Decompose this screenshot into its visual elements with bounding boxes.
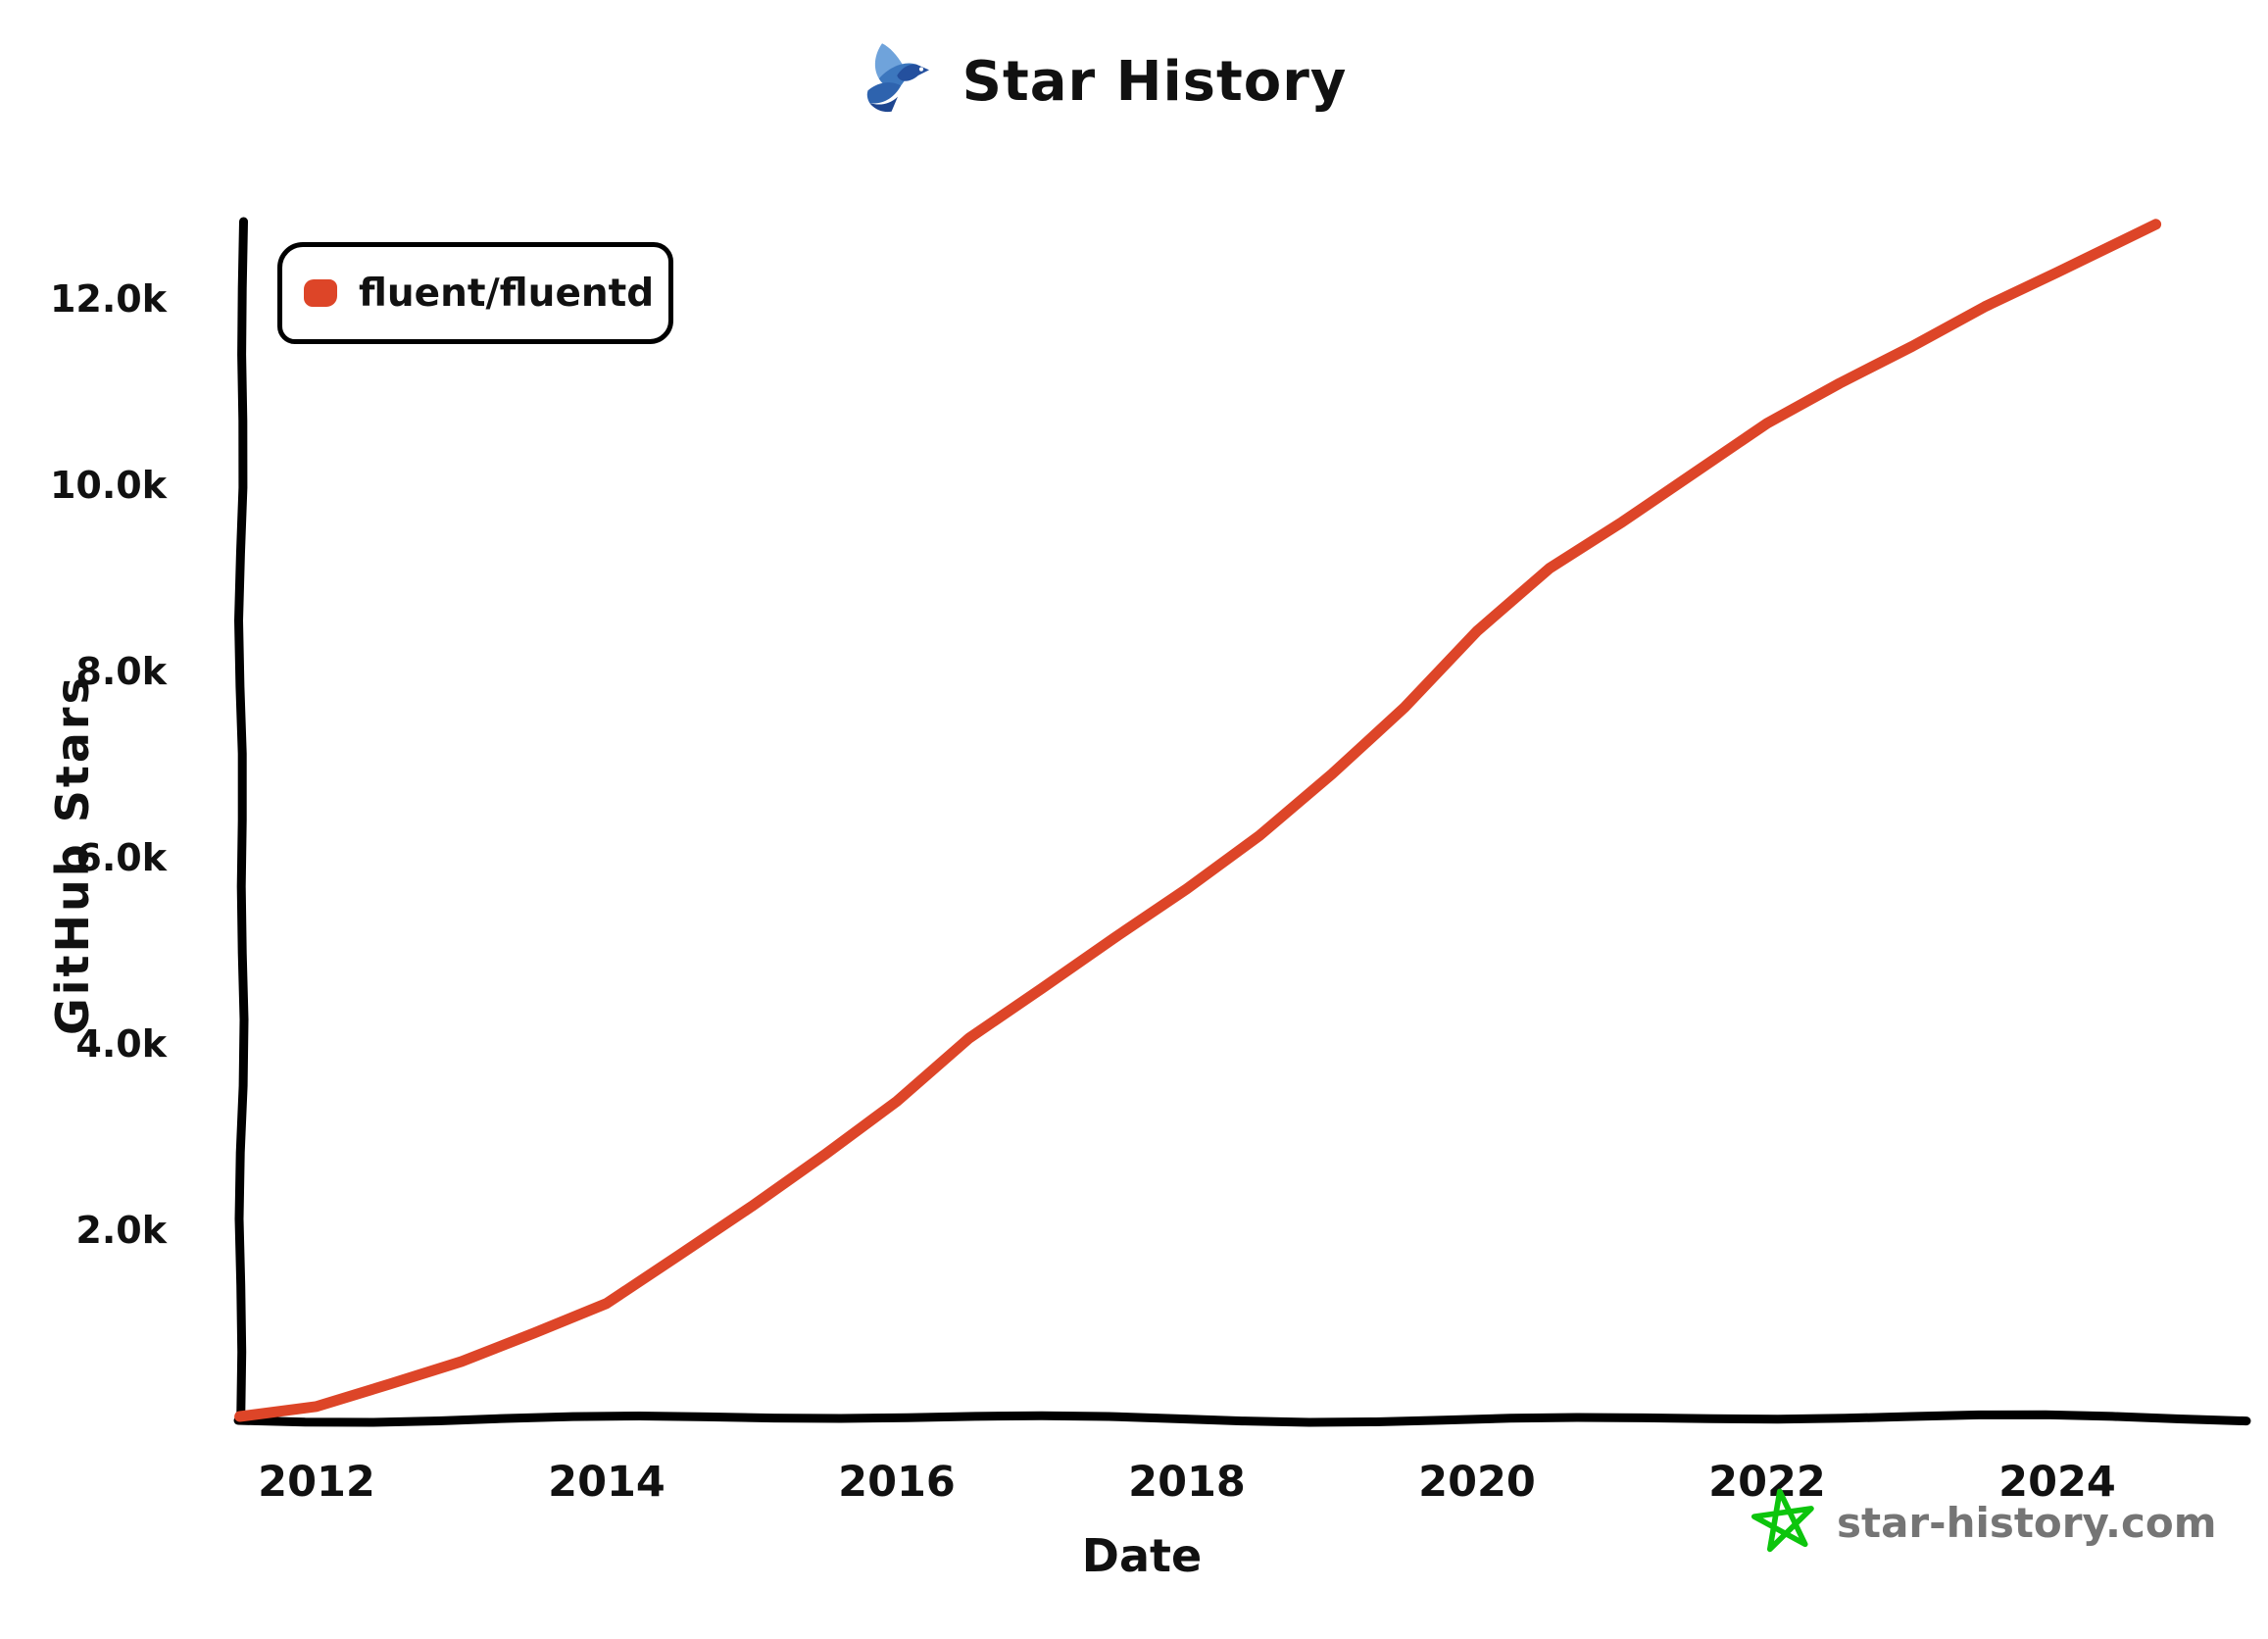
legend: fluent/fluentd: [277, 242, 673, 344]
star-history-line: [234, 219, 2162, 1422]
x-tick-label: 2020: [1418, 1458, 1536, 1507]
star-icon: [1750, 1486, 1817, 1559]
page-title: Star History: [961, 49, 1348, 114]
y-tick-label: 8.0k: [75, 650, 167, 693]
x-tick-label: 2018: [1128, 1458, 1246, 1507]
y-tick-label: 12.0k: [49, 277, 167, 321]
watermark: star-history.com: [1750, 1486, 2217, 1559]
x-tick-label: 2016: [838, 1458, 956, 1507]
x-axis-title: Date: [1081, 1529, 1203, 1582]
legend-series-label: fluent/fluentd: [359, 271, 655, 316]
legend-series-marker: [304, 279, 337, 307]
x-axis-line: [233, 1410, 2251, 1427]
y-axis-line: [234, 217, 249, 1423]
x-tick-label: 2024: [1998, 1458, 2116, 1507]
watermark-text: star-history.com: [1837, 1498, 2217, 1547]
star-history-logo-icon: [859, 39, 937, 124]
x-tick-label: 2012: [258, 1458, 375, 1507]
y-tick-label: 10.0k: [49, 464, 167, 507]
y-axis-title: GitHub Stars: [46, 674, 99, 1035]
y-tick-label: 4.0k: [75, 1022, 167, 1066]
chart-header: Star History: [0, 39, 2237, 124]
x-tick-label: 2022: [1708, 1458, 1826, 1507]
x-tick-label: 2014: [548, 1458, 666, 1507]
y-tick-label: 2.0k: [75, 1209, 167, 1252]
y-tick-label: 6.0k: [75, 836, 167, 879]
